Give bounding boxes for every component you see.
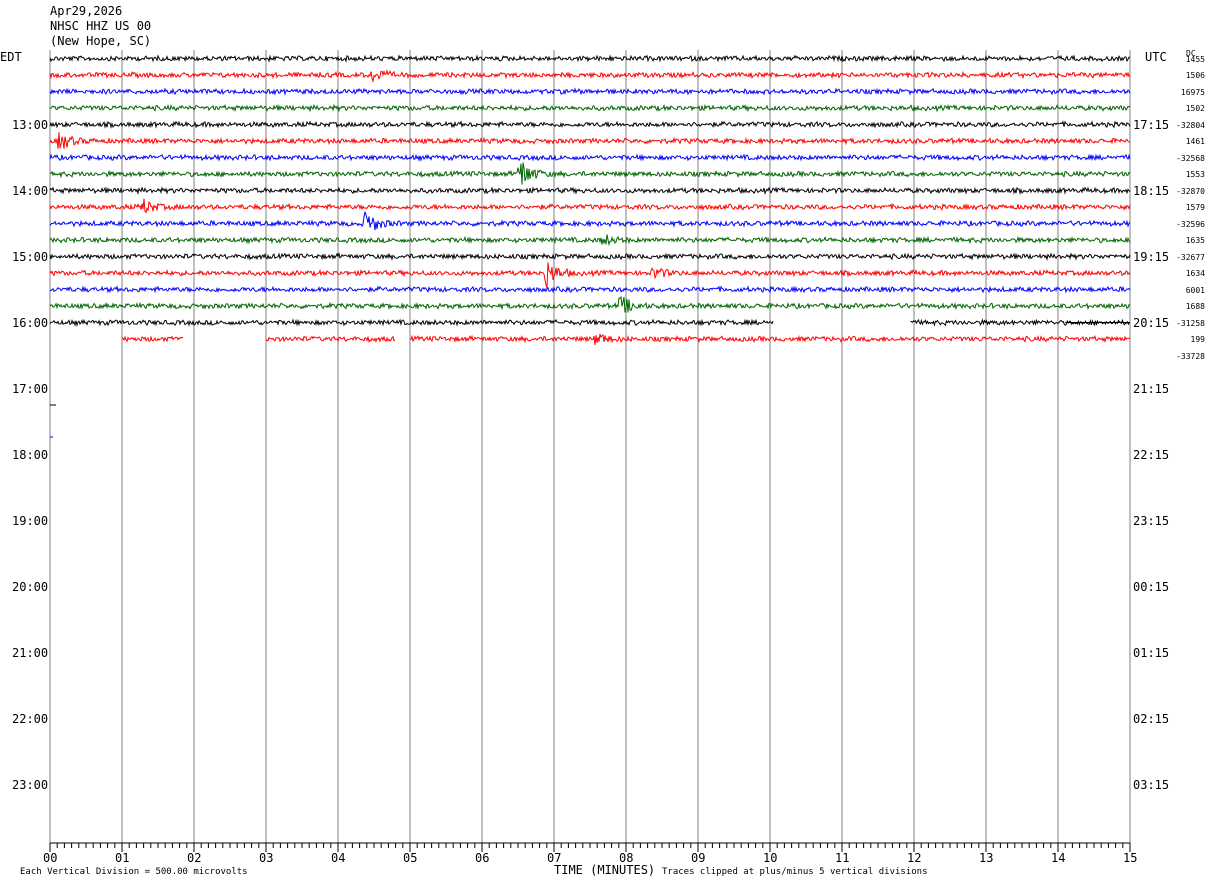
right-hour-label: 01:15 [1133,645,1170,660]
dc-offset-label: -31258 [1176,318,1205,328]
dc-offset-label: 6001 [1185,285,1205,295]
x-tick-label: 02 [187,851,202,865]
dc-offset-label: 1579 [1185,203,1205,212]
left-hour-label: 13:00 [12,117,49,132]
right-hour-label: 19:15 [1133,249,1170,264]
dc-offset-label: -32677 [1176,252,1205,262]
x-tick-label: 05 [403,851,418,865]
trace-row-10-segment-0 [49,211,1131,231]
dc-offset-label: 1506 [1185,71,1205,80]
right-hour-label: 20:15 [1133,315,1170,330]
dc-offset-label: 1553 [1185,170,1205,179]
x-tick-label: 04 [331,851,346,865]
trace-row-16-segment-0 [49,318,774,327]
dc-offset-label: -32870 [1176,186,1205,196]
right-timezone-label: UTC [1145,50,1167,64]
x-tick-label: 03 [259,851,274,865]
left-hour-label: 14:00 [12,183,49,198]
right-hour-label: 18:15 [1133,183,1170,198]
dc-offset-label: 1502 [1185,104,1205,113]
dc-label: DC [1186,49,1196,58]
left-hour-label: 17:00 [12,381,49,396]
trace-row-0-segment-0 [49,54,1131,63]
left-timezone-label: EDT [0,50,22,64]
left-hour-label: 19:00 [12,513,49,528]
header-location: (New Hope, SC) [50,34,152,48]
trace-row-17-segment-0 [121,335,184,343]
left-hour-label: 20:00 [12,579,49,594]
right-hour-label: 23:15 [1133,513,1170,528]
trace-row-7-segment-0 [50,162,1131,185]
trace-row-14-segment-0 [49,285,1131,294]
dc-offset-label: -32596 [1176,219,1205,229]
trace-row-6-segment-0 [49,153,1131,162]
x-tick-label: 09 [691,851,706,865]
trace-row-1-segment-0 [49,69,1131,84]
right-hour-label: 00:15 [1133,579,1170,594]
grid-layer [49,50,1131,843]
trace-row-12-segment-0 [49,252,1131,262]
dc-offset-label: 1634 [1185,269,1205,278]
x-tick-label: 15 [1123,851,1138,865]
x-tick-label: 06 [475,851,490,865]
x-tick-label: 13 [979,851,994,865]
right-hour-label: 21:15 [1133,381,1170,396]
right-hour-label: 02:15 [1133,711,1170,726]
x-tick-label: 11 [835,851,850,865]
dc-offset-label: 16975 [1180,87,1205,97]
trace-row-11-segment-0 [49,234,1131,247]
x-tick-label: 00 [43,851,58,865]
left-hour-label: 15:00 [12,249,49,264]
trace-row-9-segment-0 [49,198,1131,214]
dc-offset-label: 1461 [1185,137,1205,146]
trace-row-8-segment-0 [49,186,1131,196]
dc-offset-label: -33728 [1176,351,1205,361]
axis-layer [49,842,1131,852]
trace-row-17-segment-2 [409,333,1131,346]
x-tick-label: 12 [907,851,922,865]
dc-offset-label: -32804 [1176,120,1205,130]
trace-row-15-segment-0 [49,295,1131,313]
x-tick-label: 14 [1051,851,1066,865]
x-axis-label: TIME (MINUTES) [554,863,656,877]
scale-note: Each Vertical Division = 500.00 microvol… [20,867,248,877]
dc-offset-label: 1688 [1185,302,1205,311]
dc-offset-label: -32568 [1176,153,1205,163]
header-date: Apr29,2026 [50,4,123,18]
left-hour-label: 18:00 [12,447,49,462]
clip-note: Traces clipped at plus/minus 5 vertical … [662,867,928,877]
trace-row-3-segment-0 [49,103,1131,113]
right-hour-label: 03:15 [1133,777,1170,792]
header-station: NHSC HHZ US 00 [50,19,152,33]
trace-layer [49,54,1131,438]
left-hour-label: 21:00 [12,645,49,660]
dc-offset-label: 199 [1190,335,1205,344]
left-hour-label: 16:00 [12,315,49,330]
trace-row-4-segment-0 [49,120,1131,130]
left-hour-label: 23:00 [12,777,49,792]
trace-row-2-segment-0 [49,87,1131,96]
x-tick-label: 08 [619,851,634,865]
trace-row-5-segment-0 [49,132,1131,149]
x-tick-label: 01 [115,851,130,865]
right-hour-label: 22:15 [1133,447,1170,462]
right-hour-label: 17:15 [1133,117,1170,132]
trace-row-17-segment-1 [265,335,396,343]
trace-row-13-segment-0 [49,262,1131,289]
x-tick-label: 07 [547,851,562,865]
x-tick-label: 10 [763,851,778,865]
dc-offset-label: 1455 [1185,54,1205,64]
dc-offset-label: 1635 [1185,236,1205,245]
left-hour-label: 22:00 [12,711,49,726]
